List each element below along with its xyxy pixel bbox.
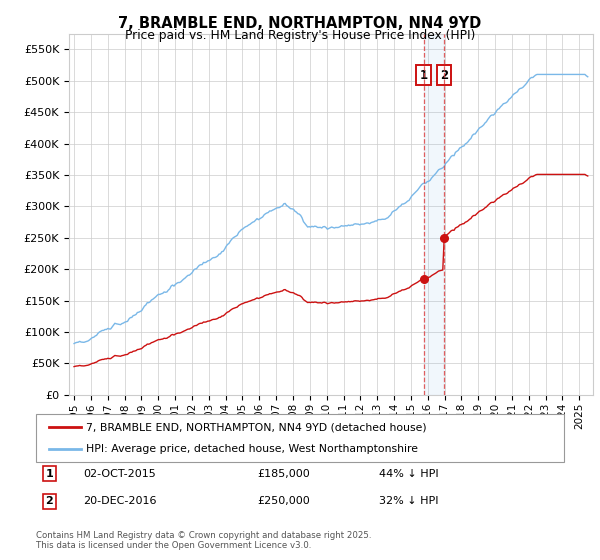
Text: 2: 2 <box>46 496 53 506</box>
Bar <box>424 34 444 395</box>
Text: Contains HM Land Registry data © Crown copyright and database right 2025.
This d: Contains HM Land Registry data © Crown c… <box>36 531 371 550</box>
Text: Price paid vs. HM Land Registry's House Price Index (HPI): Price paid vs. HM Land Registry's House … <box>125 29 475 42</box>
Text: £185,000: £185,000 <box>258 469 311 479</box>
Text: 2: 2 <box>440 69 448 82</box>
Text: 44% ↓ HPI: 44% ↓ HPI <box>379 469 439 479</box>
Text: 1: 1 <box>46 469 53 479</box>
Text: HPI: Average price, detached house, West Northamptonshire: HPI: Average price, detached house, West… <box>86 444 418 454</box>
Text: 1: 1 <box>419 69 428 82</box>
Text: £250,000: £250,000 <box>258 496 311 506</box>
Text: 02-OCT-2015: 02-OCT-2015 <box>83 469 156 479</box>
Text: 7, BRAMBLE END, NORTHAMPTON, NN4 9YD: 7, BRAMBLE END, NORTHAMPTON, NN4 9YD <box>118 16 482 31</box>
Text: 32% ↓ HPI: 32% ↓ HPI <box>379 496 439 506</box>
Text: 7, BRAMBLE END, NORTHAMPTON, NN4 9YD (detached house): 7, BRAMBLE END, NORTHAMPTON, NN4 9YD (de… <box>86 422 427 432</box>
Text: 20-DEC-2016: 20-DEC-2016 <box>83 496 157 506</box>
